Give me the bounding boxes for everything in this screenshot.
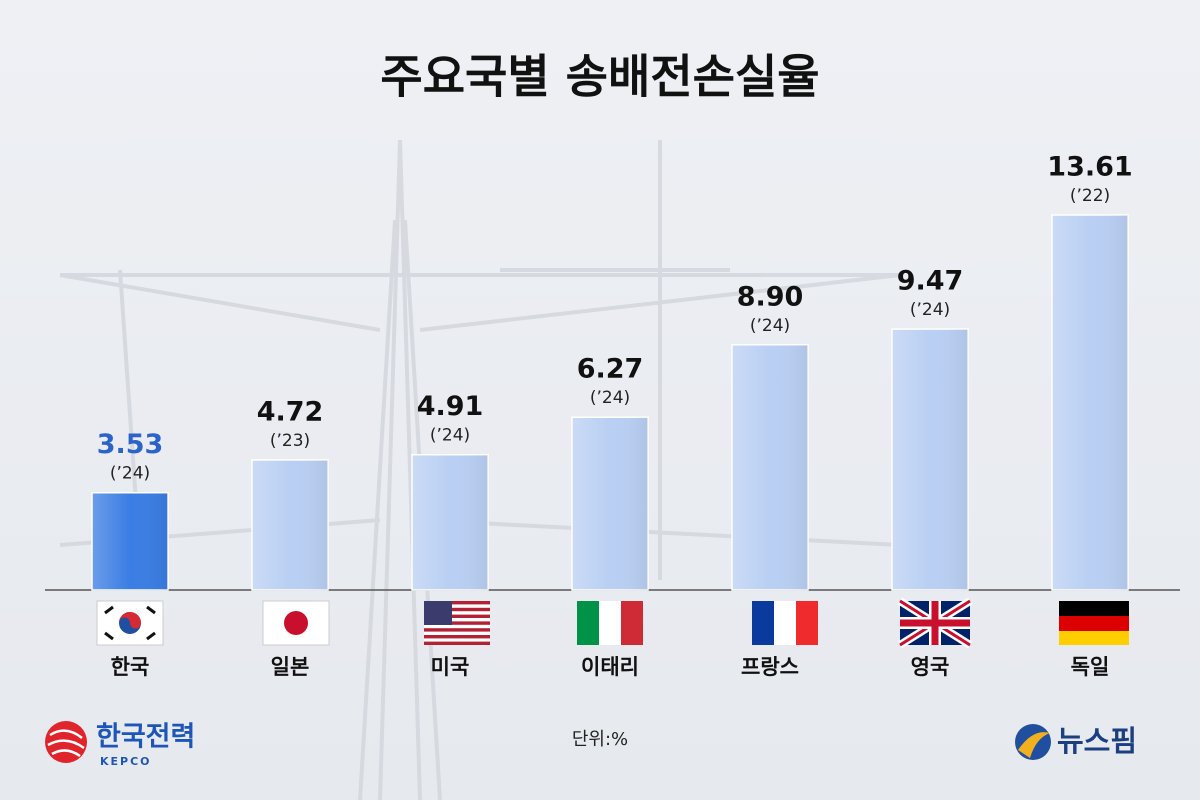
chart-title: 주요국별 송배전손실율: [380, 50, 819, 104]
bar-shade: [412, 454, 488, 590]
x-tick-label: 일본: [271, 655, 310, 679]
newspim-name: 뉴스핌: [1057, 724, 1137, 758]
x-tick-label: 독일: [1071, 655, 1110, 679]
value-label: 9.47: [897, 266, 964, 297]
value-label: 6.27: [577, 354, 644, 385]
kepco-name: 한국전력: [96, 722, 195, 753]
year-label: (’24): [590, 388, 630, 408]
bar-shade: [92, 492, 168, 590]
flag-korea: [96, 600, 164, 646]
kepco-sub: KEPCO: [100, 755, 152, 768]
flag-germany: [1059, 601, 1129, 645]
x-tick-label: 영국: [911, 655, 950, 679]
year-label: (’24): [750, 316, 790, 336]
flag-usa: [424, 601, 490, 645]
flag-france: [752, 601, 818, 645]
x-tick-label: 미국: [431, 655, 470, 679]
bar-shade: [572, 417, 648, 590]
kepco-logo: 한국전력 KEPCO: [45, 721, 195, 768]
x-tick-label: 프랑스: [741, 655, 799, 679]
flag-japan: [262, 600, 330, 646]
value-label: 13.61: [1047, 152, 1132, 183]
unit-label: 단위:%: [572, 729, 628, 750]
newspim-logo: 뉴스핌: [1015, 724, 1137, 760]
year-label: (’24): [430, 426, 470, 446]
flag-uk: [897, 597, 973, 649]
year-label: (’24): [910, 300, 950, 320]
flag-italy: [577, 601, 643, 645]
year-label: (’22): [1070, 186, 1110, 206]
bar-shade: [252, 459, 328, 590]
value-label: 8.90: [737, 281, 804, 312]
bar-shade: [732, 344, 808, 590]
bar-shade: [892, 329, 968, 590]
x-tick-label: 이태리: [581, 655, 639, 679]
x-tick-label: 한국: [111, 655, 150, 679]
value-label: 3.53: [97, 429, 164, 460]
year-label: (’24): [110, 464, 150, 484]
bar-shade: [1052, 215, 1128, 590]
value-label: 4.72: [257, 396, 324, 427]
value-label: 4.91: [417, 391, 484, 422]
year-label: (’23): [270, 431, 310, 451]
